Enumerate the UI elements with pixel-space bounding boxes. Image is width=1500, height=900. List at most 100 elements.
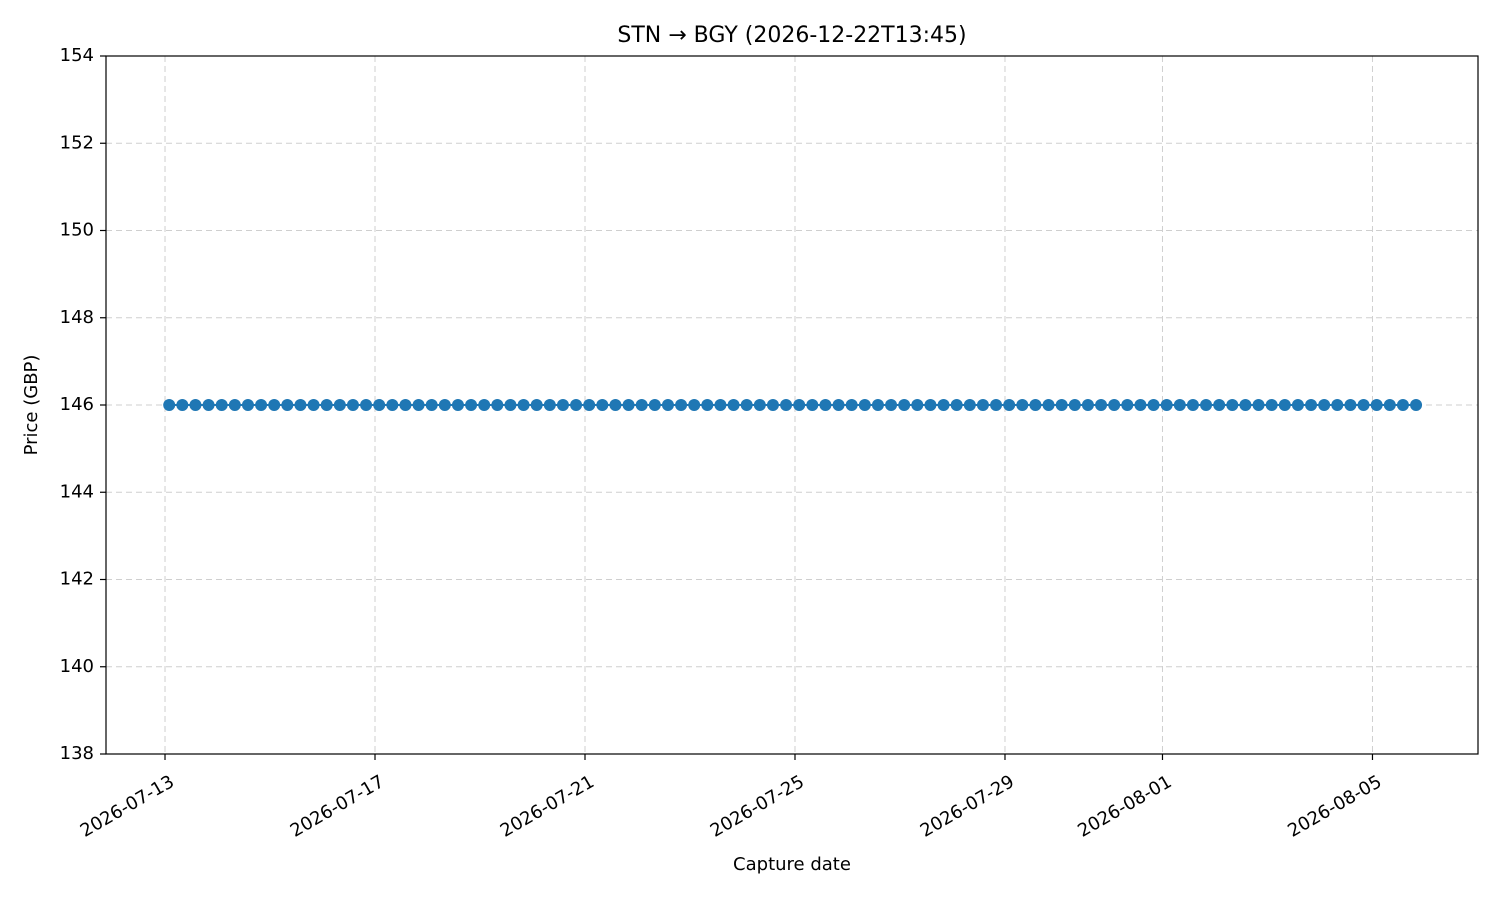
data-point (215, 399, 228, 411)
data-point (412, 399, 425, 411)
chart-title: STN → BGY (2026-12-22T13:45) (617, 23, 966, 48)
y-tick-label: 142 (60, 569, 94, 590)
y-tick-label: 140 (60, 656, 94, 677)
data-point (163, 399, 176, 411)
data-point (924, 399, 937, 411)
data-point (1344, 399, 1357, 411)
data-point (517, 399, 530, 411)
data-point (832, 399, 845, 411)
data-point (1396, 399, 1409, 411)
data-point (871, 399, 884, 411)
data-point (714, 399, 727, 411)
x-tick-label: 2026-07-29 (917, 771, 1018, 841)
data-point (937, 399, 950, 411)
data-point (281, 399, 294, 411)
x-axis-label: Capture date (733, 854, 851, 875)
data-point (491, 399, 504, 411)
data-point (675, 399, 688, 411)
data-point (1134, 399, 1147, 411)
data-point (845, 399, 858, 411)
data-point (1186, 399, 1199, 411)
data-point (648, 399, 661, 411)
data-point (1081, 399, 1094, 411)
data-point (1147, 399, 1160, 411)
data-point (1291, 399, 1304, 411)
data-point (661, 399, 674, 411)
data-point (885, 399, 898, 411)
data-point (963, 399, 976, 411)
data-point (1410, 399, 1423, 411)
data-point (1370, 399, 1383, 411)
data-point (766, 399, 779, 411)
data-point (543, 399, 556, 411)
data-point (1357, 399, 1370, 411)
x-tick-label: 2026-08-01 (1074, 771, 1175, 841)
y-tick-label: 154 (60, 45, 94, 66)
data-point (806, 399, 819, 411)
data-point (425, 399, 438, 411)
data-point (635, 399, 648, 411)
data-point (1042, 399, 1055, 411)
data-point (451, 399, 464, 411)
data-point (333, 399, 346, 411)
data-point (1121, 399, 1134, 411)
data-point (1278, 399, 1291, 411)
data-point (1029, 399, 1042, 411)
data-point (609, 399, 622, 411)
data-point (399, 399, 412, 411)
data-point (504, 399, 517, 411)
x-tick-label: 2026-07-25 (707, 771, 808, 841)
y-tick-label: 144 (60, 481, 94, 502)
data-point (1016, 399, 1029, 411)
data-point (307, 399, 320, 411)
y-tick-label: 150 (60, 220, 94, 241)
data-point (386, 399, 399, 411)
data-point (780, 399, 793, 411)
data-point (530, 399, 543, 411)
data-point (727, 399, 740, 411)
data-point (622, 399, 635, 411)
data-point (1003, 399, 1016, 411)
data-point (1160, 399, 1173, 411)
data-point (373, 399, 386, 411)
data-point (1200, 399, 1213, 411)
data-point (596, 399, 609, 411)
y-tick-label: 146 (60, 394, 94, 415)
data-point (1252, 399, 1265, 411)
data-point (740, 399, 753, 411)
data-point (753, 399, 766, 411)
data-point (241, 399, 254, 411)
x-tick-label: 2026-07-13 (77, 771, 178, 841)
plot-frame (105, 55, 1479, 755)
data-point (189, 399, 202, 411)
y-tick-label: 152 (60, 132, 94, 153)
data-point (1213, 399, 1226, 411)
y-tick-label: 138 (60, 743, 94, 764)
data-point (976, 399, 989, 411)
data-point (228, 399, 241, 411)
data-point (255, 399, 268, 411)
data-point (1055, 399, 1068, 411)
data-point (346, 399, 359, 411)
data-point (1108, 399, 1121, 411)
data-point (858, 399, 871, 411)
data-point (360, 399, 373, 411)
y-axis-label: Price (GBP) (21, 355, 42, 456)
data-point (268, 399, 281, 411)
data-point (320, 399, 333, 411)
data-point (819, 399, 832, 411)
data-point (1265, 399, 1278, 411)
data-point (911, 399, 924, 411)
data-point (202, 399, 215, 411)
y-tick-label: 148 (60, 307, 94, 328)
data-point (1226, 399, 1239, 411)
data-point (1383, 399, 1396, 411)
data-point (176, 399, 189, 411)
data-point (688, 399, 701, 411)
data-point (1095, 399, 1108, 411)
x-tick-label: 2026-07-17 (287, 771, 388, 841)
data-point (1068, 399, 1081, 411)
data-point (950, 399, 963, 411)
data-point (1331, 399, 1344, 411)
data-point (1318, 399, 1331, 411)
